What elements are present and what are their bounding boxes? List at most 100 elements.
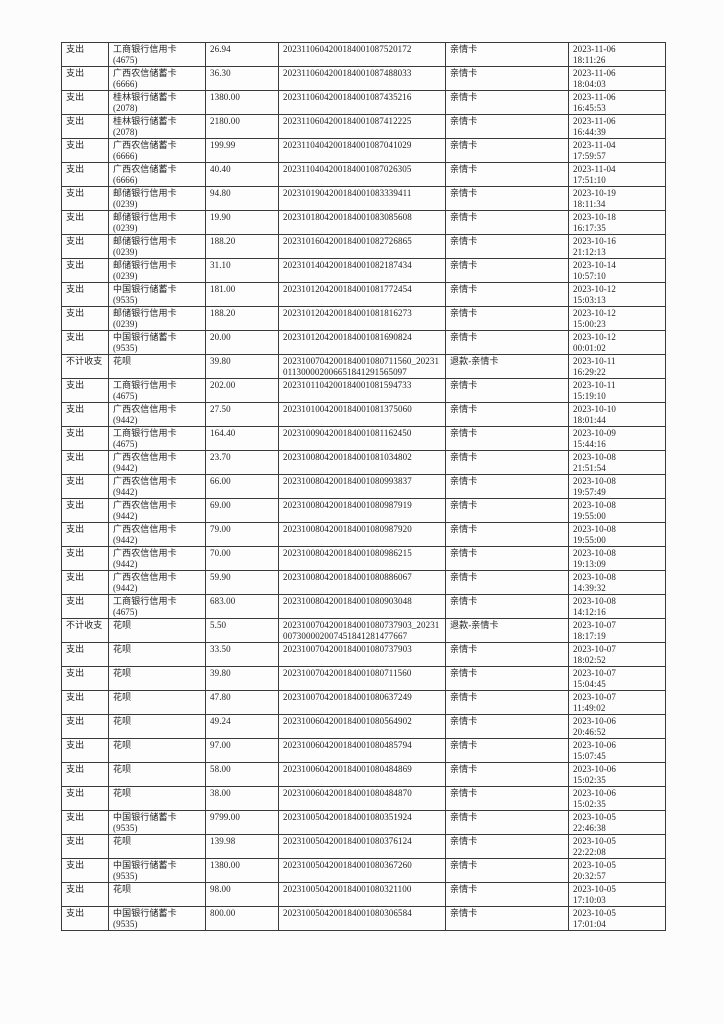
cell-card-name-line: 花呗: [113, 788, 132, 798]
cell-flow-type: 支出: [61, 138, 109, 163]
cell-flow-type-line: 支出: [66, 524, 85, 534]
cell-card-name: 花呗: [108, 666, 206, 691]
cell-card-name: 工商银行信用卡 (4675): [108, 378, 206, 403]
cell-card-name: 花呗: [108, 354, 206, 379]
cell-card-name-line: (0239): [113, 270, 138, 281]
cell-remark: 亲情卡: [445, 162, 569, 187]
cell-remark-line: 退款-亲情卡: [450, 356, 499, 366]
cell-datetime-line: 15:00:23: [573, 318, 606, 329]
cell-flow-type-line: 支出: [66, 668, 85, 678]
cell-card-name: 工商银行信用卡 (4675): [108, 594, 206, 619]
cell-card-name-line: 中国银行储蓄卡: [113, 332, 177, 342]
cell-remark-line: 亲情卡: [450, 116, 478, 126]
cell-flow-type-line: 支出: [66, 92, 85, 102]
cell-order-number-line: 2023100504200184001080321100: [283, 884, 412, 894]
cell-datetime: 2023-10-07 15:04:45: [568, 666, 666, 691]
cell-datetime-line: 2023-11-06: [573, 68, 616, 78]
cell-card-name-line: (0239): [113, 198, 138, 209]
table-row: 支出 广西农信信用卡 (9442) 70.00 20231008042001840010…: [61, 546, 666, 571]
cell-remark-line: 亲情卡: [450, 500, 478, 510]
cell-card-name-line: 广西农信信用卡: [113, 548, 177, 558]
cell-order-number-line: 2023110604200184001087412225: [283, 116, 412, 126]
cell-datetime: 2023-10-05 17:01:04: [568, 906, 666, 931]
cell-card-name-line: 广西农信储蓄卡: [113, 68, 177, 78]
cell-amount: 188.20: [205, 306, 279, 331]
cell-amount-line: 1380.00: [210, 860, 240, 870]
cell-card-name-line: 花呗: [113, 644, 132, 654]
cell-card-name: 中国银行储蓄卡 (9535): [108, 810, 206, 835]
cell-datetime: 2023-10-08 14:12:16: [568, 594, 666, 619]
cell-card-name-line: (2078): [113, 126, 138, 137]
cell-flow-type: 不计收支: [61, 618, 109, 643]
table-row: 不计收支 花呗 39.80 2023100704200184001080711560_…: [61, 354, 666, 379]
cell-flow-type: 支出: [61, 306, 109, 331]
cell-datetime-line: 2023-10-08: [573, 572, 616, 582]
cell-card-name-line: 桂林银行储蓄卡: [113, 116, 177, 126]
cell-flow-type-line: 支出: [66, 692, 85, 702]
cell-datetime: 2023-10-07 18:17:19: [568, 618, 666, 643]
cell-datetime-line: 2023-10-10: [573, 404, 616, 414]
cell-flow-type: 支出: [61, 162, 109, 187]
cell-amount-line: 36.30: [210, 68, 231, 78]
cell-amount-line: 98.00: [210, 884, 231, 894]
cell-flow-type: 支出: [61, 474, 109, 499]
cell-amount-line: 188.20: [210, 308, 236, 318]
cell-datetime: 2023-10-08 19:55:00: [568, 522, 666, 547]
cell-order-number-line: 2023100604200184001080484870: [283, 788, 412, 798]
cell-card-name-line: 邮储银行信用卡: [113, 260, 177, 270]
cell-datetime-line: 2023-10-12: [573, 284, 616, 294]
cell-amount-line: 188.20: [210, 236, 236, 246]
cell-flow-type: 支出: [61, 210, 109, 235]
cell-remark: 亲情卡: [445, 786, 569, 811]
cell-remark: 亲情卡: [445, 42, 569, 67]
cell-datetime-line: 2023-11-06: [573, 92, 616, 102]
table-row: 支出 花呗 139.98 2023100504200184001080376124 亲情…: [61, 834, 666, 859]
transactions-body: 支出 工商银行信用卡 (4675) 26.94 20231106042001840010…: [61, 42, 666, 931]
cell-flow-type: 支出: [61, 858, 109, 883]
cell-datetime-line: 21:12:13: [573, 246, 606, 257]
cell-datetime: 2023-11-06 16:44:39: [568, 114, 666, 139]
cell-remark: 亲情卡: [445, 738, 569, 763]
cell-datetime-line: 00:01:02: [573, 342, 606, 353]
table-row: 支出 桂林银行储蓄卡 (2078) 1380.00 202311060420018400…: [61, 90, 666, 115]
cell-order-number: 2023101604200184001082726865: [278, 234, 446, 259]
cell-order-number-line: 2023100704200184001080737903: [283, 644, 412, 654]
cell-remark-line: 亲情卡: [450, 548, 478, 558]
cell-card-name: 花呗: [108, 882, 206, 907]
cell-order-number: 2023100604200184001080485794: [278, 738, 446, 763]
cell-datetime-line: 2023-10-07: [573, 692, 616, 702]
cell-order-number-line: 2023100504200184001080351924: [283, 812, 412, 822]
cell-flow-type-line: 支出: [66, 188, 85, 198]
cell-flow-type: 支出: [61, 402, 109, 427]
table-row: 支出 广西农信储蓄卡 (6666) 199.99 2023110404200184001…: [61, 138, 666, 163]
cell-order-number-line: 2023101004200184001081375060: [283, 404, 412, 414]
cell-flow-type-line: 不计收支: [66, 620, 103, 630]
cell-flow-type-line: 支出: [66, 164, 85, 174]
cell-order-number-line: 2023100704200184001080711560_20231011300…: [283, 356, 440, 377]
cell-amount-line: 58.00: [210, 764, 231, 774]
cell-remark: 亲情卡: [445, 594, 569, 619]
cell-amount-line: 2180.00: [210, 116, 240, 126]
cell-datetime-line: 2023-10-16: [573, 236, 616, 246]
cell-remark: 亲情卡: [445, 498, 569, 523]
cell-card-name-line: 花呗: [113, 692, 132, 702]
cell-flow-type-line: 支出: [66, 548, 85, 558]
cell-datetime: 2023-11-06 18:04:03: [568, 66, 666, 91]
cell-card-name-line: (6666): [113, 78, 138, 89]
cell-order-number: 2023101204200184001081772454: [278, 282, 446, 307]
cell-datetime-line: 2023-10-08: [573, 548, 616, 558]
cell-order-number-line: 2023100504200184001080306584: [283, 908, 412, 918]
cell-flow-type-line: 支出: [66, 812, 85, 822]
cell-remark-line: 亲情卡: [450, 428, 478, 438]
table-row: 支出 邮储银行信用卡 (0239) 19.90 20231018042001840010…: [61, 210, 666, 235]
cell-datetime: 2023-10-06 20:46:52: [568, 714, 666, 739]
cell-remark-line: 亲情卡: [450, 236, 478, 246]
cell-card-name-line: (9535): [113, 918, 138, 929]
cell-amount-line: 66.00: [210, 476, 231, 486]
cell-datetime: 2023-10-11 15:19:10: [568, 378, 666, 403]
cell-order-number-line: 2023100804200184001080903048: [283, 596, 412, 606]
cell-order-number: 2023110404200184001087026305: [278, 162, 446, 187]
cell-amount-line: 33.50: [210, 644, 231, 654]
cell-amount: 79.00: [205, 522, 279, 547]
cell-remark: 亲情卡: [445, 258, 569, 283]
